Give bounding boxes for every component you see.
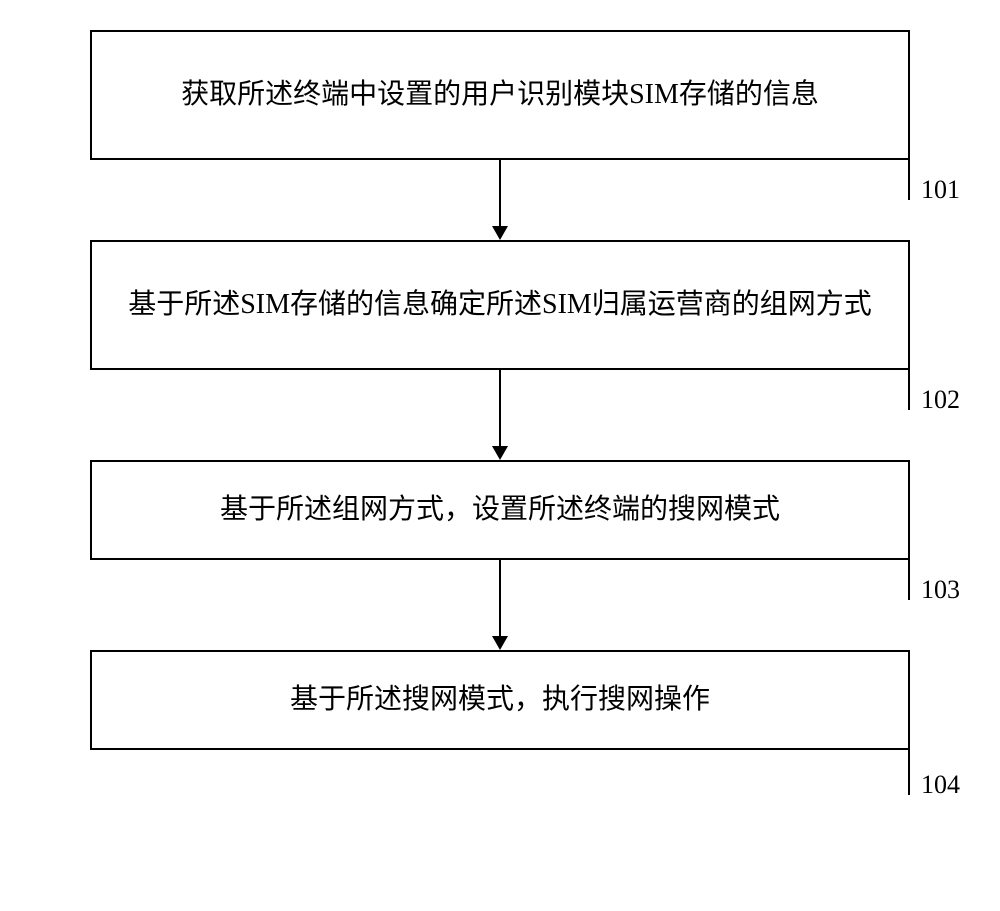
arrow-101-102 [492,160,508,240]
arrow-line-1 [499,160,501,226]
arrow-head-3 [492,636,508,650]
arrow-line-2 [499,370,501,446]
step-label-104: 104 [921,770,960,800]
arrow-head-1 [492,226,508,240]
step-wrapper-102: 基于所述SIM存储的信息确定所述SIM归属运营商的组网方式 102 [90,240,910,370]
step-wrapper-101: 获取所述终端中设置的用户识别模块SIM存储的信息 101 [90,30,910,160]
step-box-101: 获取所述终端中设置的用户识别模块SIM存储的信息 [90,30,910,160]
step-label-101: 101 [921,175,960,205]
arrow-line-3 [499,560,501,636]
label-connector-103 [908,560,910,600]
step-wrapper-103: 基于所述组网方式，设置所述终端的搜网模式 103 [90,460,910,560]
arrow-head-2 [492,446,508,460]
step-label-103: 103 [921,575,960,605]
label-connector-102 [908,370,910,410]
step-box-102: 基于所述SIM存储的信息确定所述SIM归属运营商的组网方式 [90,240,910,370]
arrow-103-104 [492,560,508,650]
step-text-103: 基于所述组网方式，设置所述终端的搜网模式 [220,488,780,533]
step-box-104: 基于所述搜网模式，执行搜网操作 [90,650,910,750]
step-box-103: 基于所述组网方式，设置所述终端的搜网模式 [90,460,910,560]
arrow-102-103 [492,370,508,460]
step-text-102: 基于所述SIM存储的信息确定所述SIM归属运营商的组网方式 [128,283,872,328]
step-text-104: 基于所述搜网模式，执行搜网操作 [290,678,710,723]
step-wrapper-104: 基于所述搜网模式，执行搜网操作 104 [90,650,910,750]
step-label-102: 102 [921,385,960,415]
label-connector-104 [908,750,910,795]
flowchart-container: 获取所述终端中设置的用户识别模块SIM存储的信息 101 基于所述SIM存储的信… [90,30,910,750]
label-connector-101 [908,160,910,200]
step-text-101: 获取所述终端中设置的用户识别模块SIM存储的信息 [181,73,819,118]
